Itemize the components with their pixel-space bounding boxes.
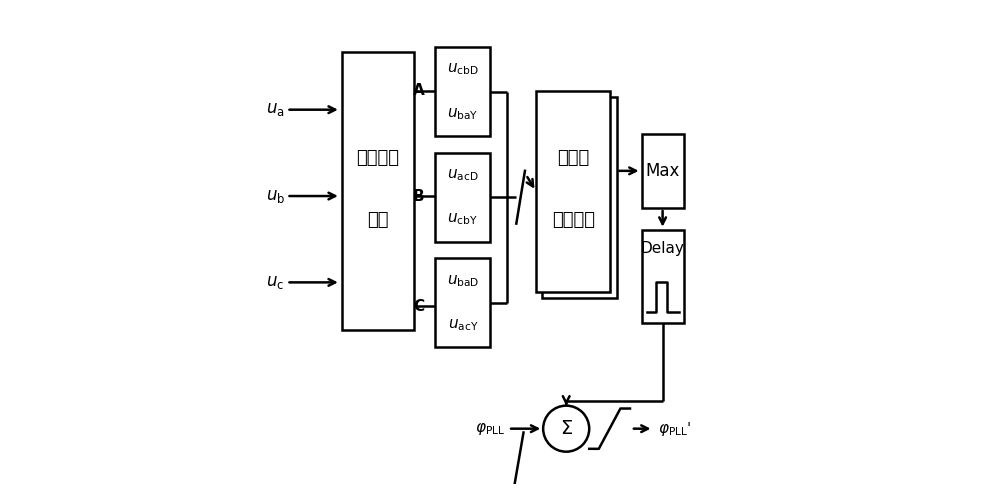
Text: Max: Max (645, 162, 680, 180)
Bar (435, 258, 490, 347)
Bar (435, 153, 490, 242)
Text: B: B (413, 188, 424, 203)
Text: $u_{\mathrm{a}}$: $u_{\mathrm{a}}$ (266, 101, 285, 118)
Text: $u_{\mathrm{c}}$: $u_{\mathrm{c}}$ (266, 274, 285, 291)
Text: Delay: Delay (641, 241, 685, 256)
Text: A: A (412, 83, 424, 98)
Text: $u_{\mathrm{b}}$: $u_{\mathrm{b}}$ (266, 187, 286, 204)
Text: $u_{\mathrm{acD}}$: $u_{\mathrm{acD}}$ (447, 167, 479, 183)
Text: $u_{\mathrm{baD}}$: $u_{\mathrm{baD}}$ (447, 273, 479, 288)
Text: $u_{\mathrm{baY}}$: $u_{\mathrm{baY}}$ (447, 106, 479, 122)
Text: 锁相环: 锁相环 (557, 149, 589, 167)
Text: $u_{\mathrm{cbY}}$: $u_{\mathrm{cbY}}$ (447, 211, 478, 227)
Text: $\Sigma$: $\Sigma$ (560, 419, 573, 438)
Bar (536, 90, 610, 292)
Text: $\varphi_{\mathrm{PLL}}$: $\varphi_{\mathrm{PLL}}$ (475, 421, 505, 437)
Text: 选相: 选相 (367, 211, 388, 229)
Bar (342, 52, 414, 330)
Text: $u_{\mathrm{cbD}}$: $u_{\mathrm{cbD}}$ (447, 62, 479, 78)
Text: 单相故障: 单相故障 (356, 149, 399, 167)
Text: $\varphi_{\mathrm{PLL}}$': $\varphi_{\mathrm{PLL}}$' (658, 420, 692, 438)
Bar (642, 230, 684, 323)
Text: C: C (413, 299, 424, 314)
Bar (542, 97, 617, 298)
Text: 偏差检测: 偏差检测 (552, 211, 595, 229)
Bar (435, 47, 490, 136)
Bar (642, 134, 684, 208)
Text: $u_{\mathrm{acY}}$: $u_{\mathrm{acY}}$ (448, 317, 478, 333)
